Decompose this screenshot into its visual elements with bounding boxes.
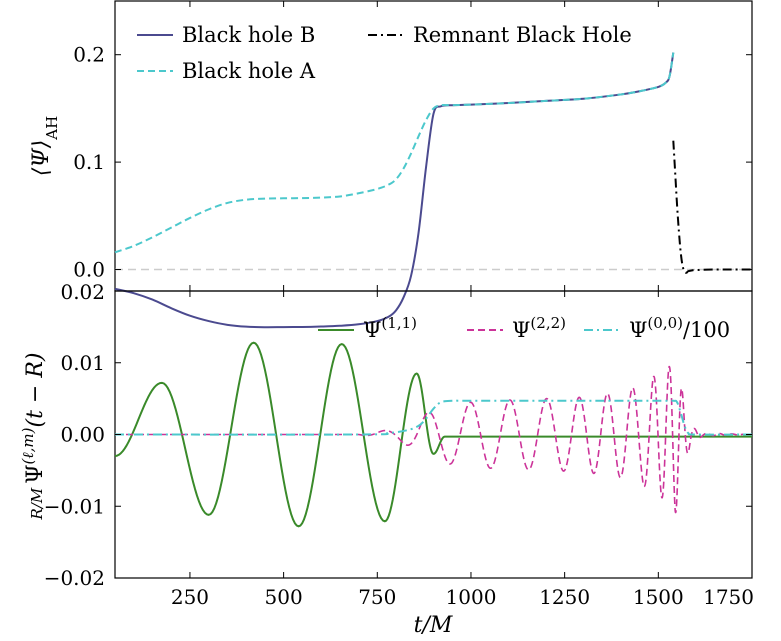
- bottom-ytick-label: 0.00: [60, 423, 105, 447]
- bottom-ytick-label: 0.01: [60, 351, 105, 375]
- bottom-xtick-label: 1500: [633, 585, 684, 609]
- bottom-panel: −0.02 −0.01 0.00 0.01 250 500 750 1000 1250 1500…: [19, 290, 754, 638]
- bottom-legend-label-1-1: Ψ(1,1): [363, 314, 417, 342]
- top-panel: 0.0 0.1 0.2 0.02 ⟨Ψ⟩AH Black hole B Black ho…: [29, 0, 753, 329]
- bottom-ytick-label: −0.02: [44, 566, 105, 590]
- bottom-series-line-1-1: [114, 341, 752, 528]
- bottom-xlabel: t/M: [414, 613, 453, 638]
- top-legend-label-remnant-black-hole: Remnant Black Hole: [413, 23, 632, 47]
- bottom-ytick-label: −0.01: [44, 494, 105, 518]
- top-series-line-remnant-black-hole: [672, 140, 752, 274]
- top-legend-label-black-hole-a: Black hole A: [182, 59, 316, 83]
- bottom-xtick-label: 500: [265, 585, 303, 609]
- bottom-legend-label-0-0-100: Ψ(0,0)/100: [629, 314, 730, 342]
- bottom-xtick-label: 250: [171, 585, 209, 609]
- bottom-ylabel: R/MΨ(ℓ,m)(t − R): [19, 353, 48, 521]
- top-ytick-label-bottom: 0.02: [60, 280, 105, 304]
- top-ytick-label: 0.0: [73, 258, 105, 282]
- bottom-legend-label-2-2: Ψ(2,2): [512, 314, 566, 342]
- top-ytick-label: 0.2: [73, 43, 105, 67]
- bottom-series-line-2-2: [114, 365, 753, 514]
- bottom-xtick-label: 1000: [446, 585, 497, 609]
- bottom-xtick-label: 1250: [539, 585, 590, 609]
- top-series-line-black-hole-a: [114, 52, 675, 254]
- bottom-xtick-label: 1750: [703, 585, 754, 609]
- top-ytick-label: 0.1: [73, 150, 105, 174]
- bottom-series-line-0-0-100: [114, 399, 753, 436]
- bottom-xtick-label: 750: [358, 585, 396, 609]
- top-series-line-black-hole-b: [114, 52, 675, 329]
- top-ylabel: ⟨Ψ⟩AH: [29, 116, 61, 176]
- top-legend-label-black-hole-b: Black hole B: [182, 23, 315, 47]
